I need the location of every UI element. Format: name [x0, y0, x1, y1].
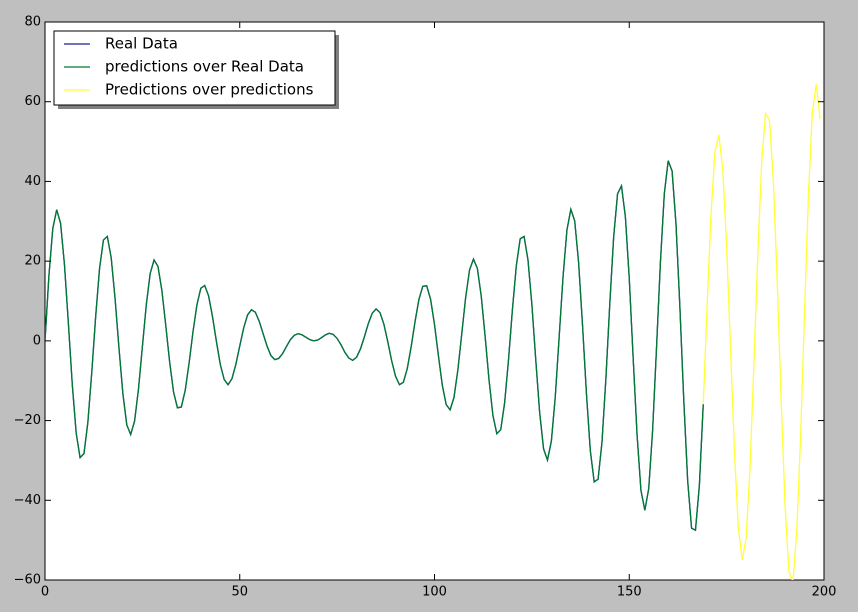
- legend-label: Real Data: [105, 35, 178, 53]
- y-tick-label: 0: [33, 333, 41, 348]
- lines: [45, 84, 821, 580]
- y-tick-label: −60: [14, 573, 41, 588]
- x-tick-label: 0: [41, 585, 49, 600]
- y-tick-label: −40: [14, 493, 41, 508]
- x-tick-label: 100: [422, 585, 447, 600]
- x-tick-label: 150: [617, 585, 642, 600]
- x-tick-label: 200: [812, 585, 837, 600]
- x-tick-label: 50: [231, 585, 248, 600]
- series-line: [702, 84, 821, 580]
- legend-box: [53, 30, 336, 106]
- y-tick-label: 40: [24, 174, 41, 189]
- legend-label: predictions over Real Data: [105, 58, 304, 76]
- legend: Real Data predictions over Real Data Predi…: [53, 30, 339, 109]
- y-tick-label: 60: [24, 94, 41, 109]
- plot-area: [44, 21, 825, 581]
- ticks: 0 50 100 150 200 −60 −40 −20 0 20 40 60 80: [14, 15, 837, 600]
- y-tick-label: −20: [14, 413, 41, 428]
- series-line: [45, 160, 704, 532]
- legend-label: Predictions over predictions: [105, 81, 314, 99]
- y-tick-label: 20: [24, 254, 41, 269]
- y-tick-label: 80: [24, 15, 41, 30]
